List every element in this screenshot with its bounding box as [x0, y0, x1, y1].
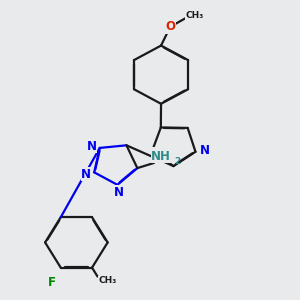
Text: N: N	[114, 186, 124, 199]
Text: N: N	[81, 167, 91, 181]
Text: N: N	[200, 144, 210, 157]
Text: 2: 2	[174, 157, 180, 166]
Text: F: F	[47, 276, 56, 289]
Text: N: N	[87, 140, 97, 153]
Text: S: S	[152, 148, 160, 161]
Text: O: O	[165, 20, 175, 33]
Text: CH₃: CH₃	[185, 11, 203, 20]
Text: NH: NH	[151, 150, 171, 163]
Text: CH₃: CH₃	[98, 277, 117, 286]
